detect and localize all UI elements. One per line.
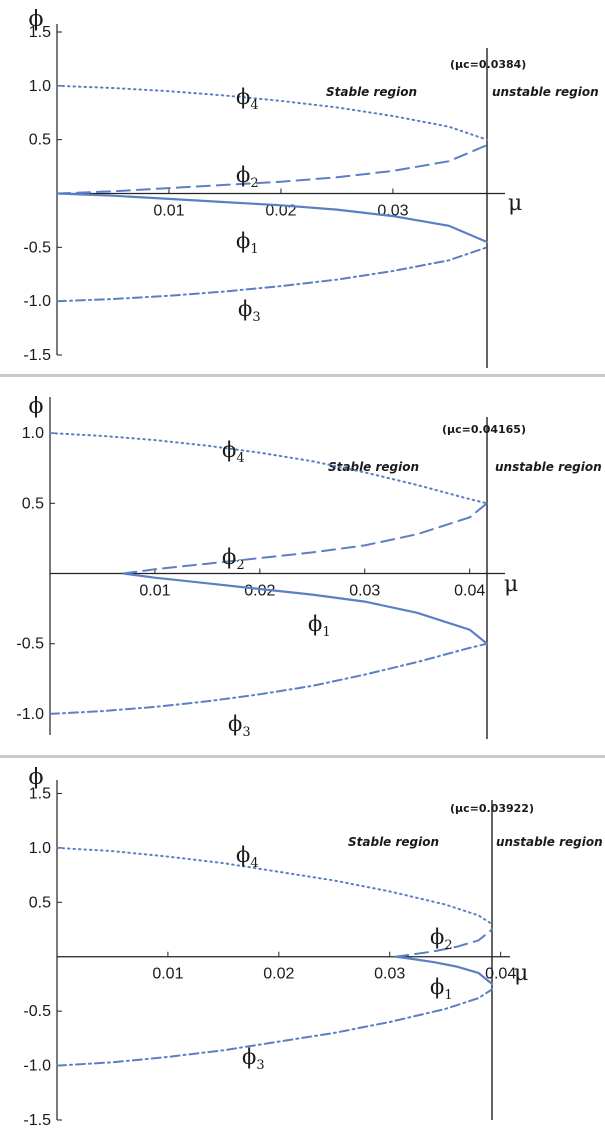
y-tick-label: 1.0 xyxy=(29,78,51,95)
unstable-region-label: unstable region xyxy=(492,85,599,99)
x-axis-title: μ xyxy=(514,961,528,986)
series-line xyxy=(56,846,493,926)
y-axis-title: ϕ xyxy=(29,394,44,419)
x-tick-label: 0.03 xyxy=(349,583,380,600)
chart-panel-1: 1.5 1.0 0.5 -0.5 -1.0 -1.5 0.01 0.02 0.03 ϕ μ (μc=0… xyxy=(0,0,605,374)
y-axis-title: ϕ xyxy=(29,7,44,32)
x-tick-label: 0.02 xyxy=(263,966,294,983)
y-tick-label: -1.5 xyxy=(23,1112,51,1129)
stable-region-label: Stable region xyxy=(328,460,419,474)
x-tick-label: 0.01 xyxy=(139,583,170,600)
y-tick-label: -1.5 xyxy=(23,347,51,364)
y-tick-label: -0.5 xyxy=(23,1003,51,1020)
chart-2: 1.0 0.5 -0.5 -1.0 0.01 0.02 0.03 0.04 ϕ μ (μc=0.04… xyxy=(16,394,602,740)
x-tick-label: 0.01 xyxy=(153,203,184,220)
y-tick-label: 1.0 xyxy=(22,425,44,442)
series-label: ϕ4 xyxy=(236,843,259,871)
series-label: ϕ2 xyxy=(236,163,259,191)
series-line xyxy=(55,192,489,244)
chart-panel-2: 1.0 0.5 -0.5 -1.0 0.01 0.02 0.03 0.04 ϕ μ (μc=0.04… xyxy=(0,377,605,755)
y-tick-label: 1.5 xyxy=(29,785,51,802)
x-tick-label: 0.03 xyxy=(374,966,405,983)
x-tick-label: 0.01 xyxy=(152,966,183,983)
stable-region-label: Stable region xyxy=(348,835,439,849)
y-tick-label: -1.0 xyxy=(23,293,51,310)
critical-value-label: (μc=0.03922) xyxy=(450,802,534,815)
series-label: ϕ3 xyxy=(242,1045,265,1073)
series-line xyxy=(49,642,488,715)
y-axis-title: ϕ xyxy=(29,765,44,790)
unstable-region-label: unstable region xyxy=(496,835,603,849)
series-label: ϕ1 xyxy=(308,612,331,640)
series-label: ϕ2 xyxy=(430,925,453,953)
critical-value-label: (μc=0.04165) xyxy=(442,423,526,436)
series-line xyxy=(49,432,488,505)
y-tick-label: 0.5 xyxy=(29,894,51,911)
series-label: ϕ1 xyxy=(236,229,259,257)
series-label: ϕ3 xyxy=(238,297,261,325)
x-axis-title: μ xyxy=(508,191,522,216)
series-label: ϕ4 xyxy=(236,85,259,113)
y-tick-label: 1.5 xyxy=(29,24,51,41)
series-line xyxy=(56,988,493,1067)
y-tick-label: -0.5 xyxy=(16,636,44,653)
series-label: ϕ3 xyxy=(228,712,251,740)
x-tick-label: 0.04 xyxy=(485,966,516,983)
y-tick-label: -0.5 xyxy=(23,239,51,256)
y-tick-label: 0.5 xyxy=(22,495,44,512)
unstable-region-label: unstable region xyxy=(495,460,602,474)
series-line xyxy=(394,928,493,958)
chart-1: 1.51.00.5-0.5-1.0-1.50.01 0.02 0.03ϕμ(μc=0… xyxy=(23,7,599,368)
series-line xyxy=(394,955,494,985)
y-tick-label: 0.5 xyxy=(29,132,51,149)
series-label: ϕ1 xyxy=(430,975,453,1003)
y-tick-label: -1.0 xyxy=(16,706,44,723)
x-tick-label: 0.02 xyxy=(244,583,275,600)
panel-divider-1 xyxy=(0,374,605,377)
series-line xyxy=(56,144,488,195)
y-tick-label: 1.0 xyxy=(29,840,51,857)
x-axis-title: μ xyxy=(504,572,518,597)
y-tick-label: -1.0 xyxy=(23,1058,51,1075)
series-line xyxy=(56,246,488,303)
critical-value-label: (μc=0.0384) xyxy=(450,58,526,71)
series-line xyxy=(122,572,489,645)
chart-panel-3: 1.5 1.0 0.5 -0.5 -1.0 -1.5 0.01 0.02 0.03 0.04 ϕ μ (… xyxy=(0,758,605,1135)
chart-3: 1.5 1.0 0.5 -0.5 -1.0 -1.5 0.01 0.02 0.03 0.04 ϕ μ (… xyxy=(23,765,603,1129)
stable-region-label: Stable region xyxy=(326,85,417,99)
x-tick-label: 0.04 xyxy=(454,583,485,600)
series-label: ϕ2 xyxy=(222,545,245,573)
panel-divider-2 xyxy=(0,755,605,758)
series-line xyxy=(122,502,488,575)
series-label: ϕ4 xyxy=(222,438,245,466)
series-line xyxy=(56,84,488,141)
